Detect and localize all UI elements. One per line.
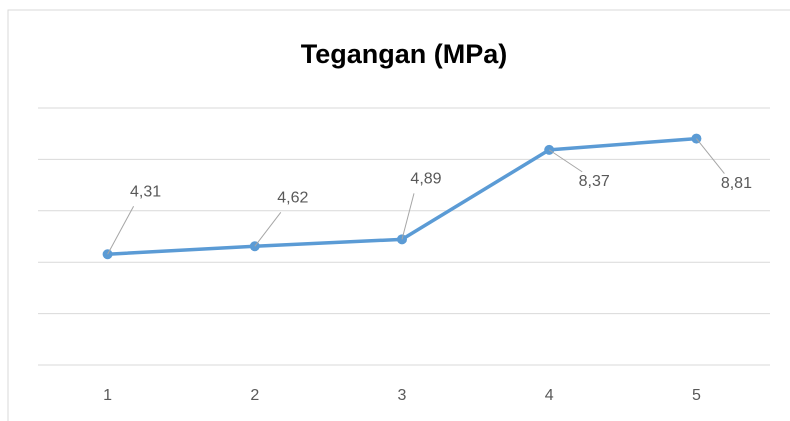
leader-line bbox=[696, 138, 725, 174]
data-label: 8,81 bbox=[721, 175, 752, 192]
x-tick-label: 3 bbox=[398, 387, 407, 404]
x-tick-label: 5 bbox=[692, 387, 701, 404]
data-label: 4,89 bbox=[410, 171, 441, 188]
x-tick-label: 1 bbox=[103, 387, 112, 404]
leader-line bbox=[254, 211, 282, 247]
x-tick-label: 4 bbox=[545, 387, 554, 404]
data-label: 4,31 bbox=[130, 183, 161, 200]
leader-line bbox=[401, 193, 415, 240]
leader-line bbox=[548, 149, 583, 173]
data-label: 4,62 bbox=[277, 189, 308, 206]
x-tick-label: 2 bbox=[250, 387, 259, 404]
marker bbox=[249, 241, 260, 252]
chart-title: Tegangan (MPa) bbox=[301, 39, 508, 69]
leader-line bbox=[107, 205, 135, 255]
chart-frame bbox=[7, 9, 790, 421]
data-label: 8,37 bbox=[579, 173, 610, 190]
